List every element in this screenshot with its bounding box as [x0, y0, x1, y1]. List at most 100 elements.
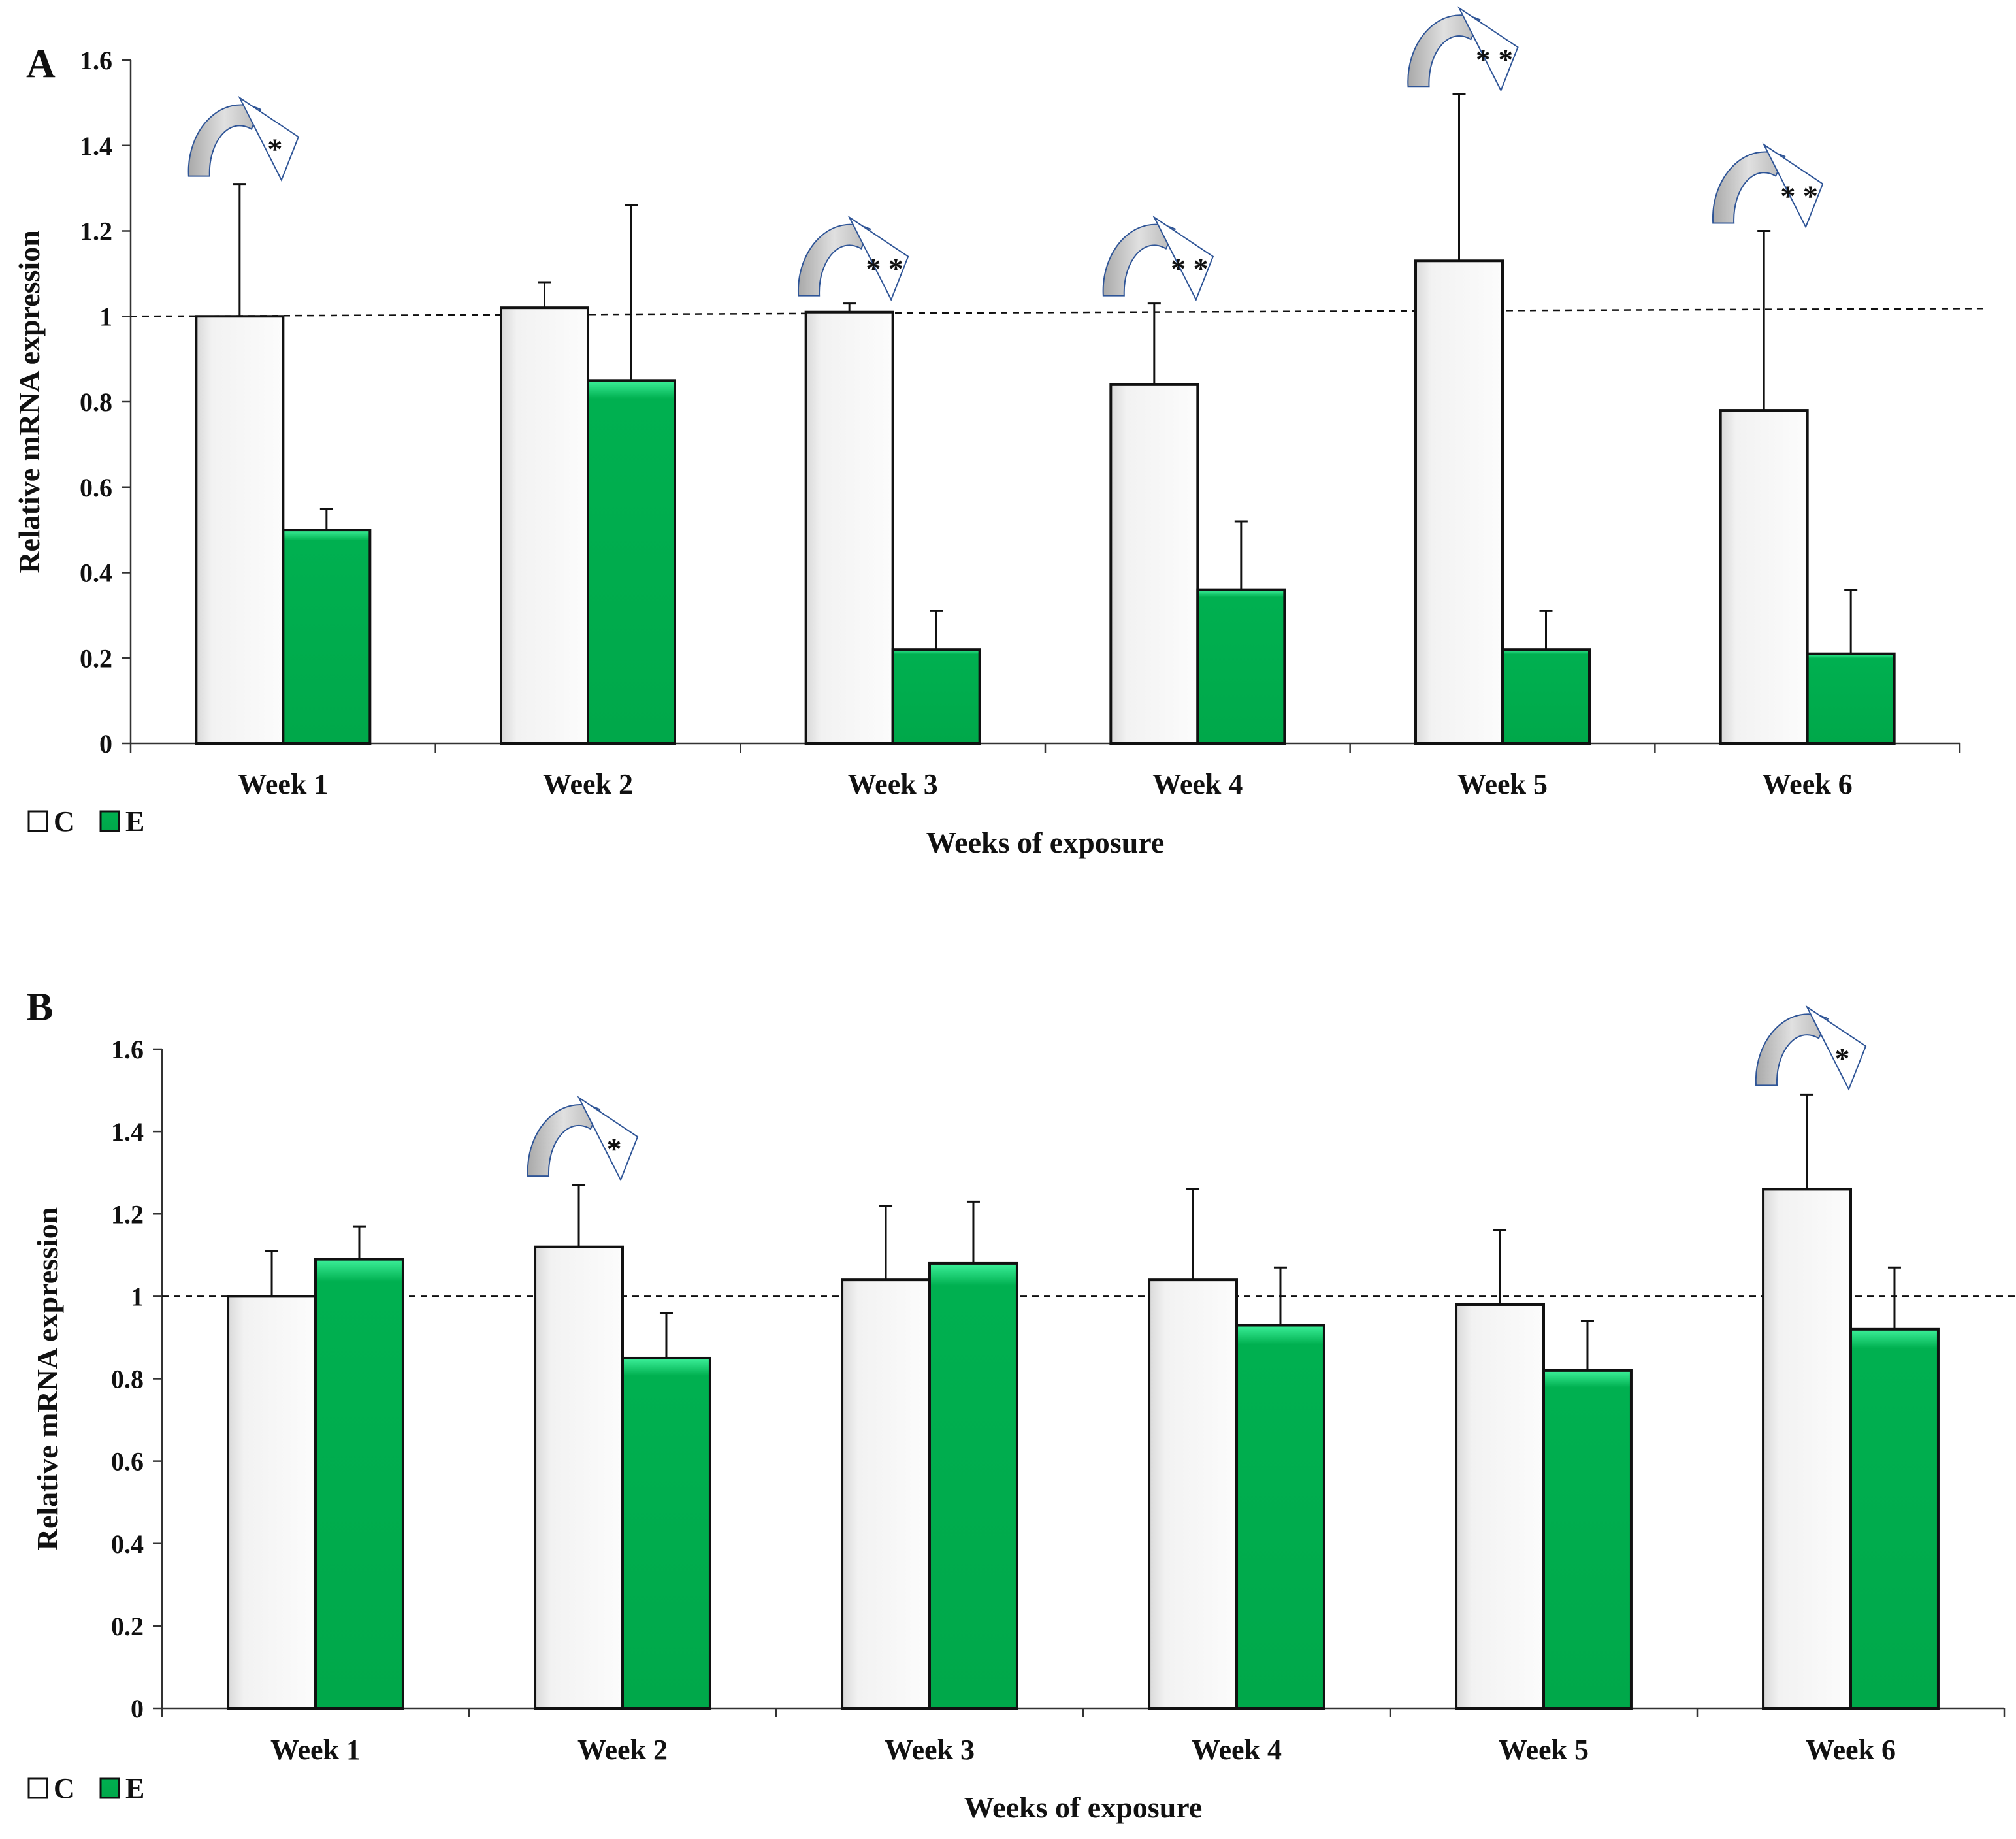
- significance-arrow-shaft: [1407, 14, 1481, 88]
- legend-swatch-e: [99, 1777, 120, 1799]
- legend-label-c: C: [54, 1772, 74, 1804]
- significance-annotation: * *: [798, 215, 909, 302]
- significance-arrow-shaft: [527, 1104, 601, 1177]
- panel-a: A 0 0.2 0.4 0.6 0.8 1 1.2 1.4 1.6 Week 1 * Week 2 Wee…: [12, 6, 1987, 859]
- legend-label-e: E: [125, 806, 144, 838]
- bar-c: [804, 310, 894, 745]
- x-category-label: Week 3: [848, 768, 938, 800]
- significance-annotation: *: [187, 95, 300, 182]
- x-category-label: Week 2: [543, 768, 633, 800]
- bar-e: [282, 529, 372, 745]
- significance-arrow-shaft: [1102, 223, 1177, 297]
- x-category-label: Week 5: [1499, 1734, 1589, 1766]
- significance-arrow-shaft: [1755, 1013, 1829, 1086]
- bar-e: [928, 1261, 1018, 1710]
- bar-e: [1235, 1324, 1325, 1710]
- significance-arrowhead: [1152, 215, 1214, 302]
- bar-c: [1109, 383, 1199, 745]
- y-axis-title: Relative mRNA expression: [31, 1207, 64, 1551]
- significance-arrow-shaft: [187, 104, 262, 177]
- y-tick-label: 1: [131, 1282, 144, 1311]
- significance-mark: *: [607, 1132, 622, 1165]
- y-tick-label: 1.6: [80, 46, 112, 75]
- significance-mark: * *: [1780, 180, 1818, 213]
- significance-arrowhead: [1762, 142, 1824, 229]
- bar-c: [841, 1278, 932, 1710]
- x-category-label: Week 5: [1457, 768, 1548, 800]
- bar-e: [1542, 1369, 1633, 1710]
- bar-e: [1806, 652, 1896, 745]
- significance-arrow-shaft: [798, 223, 871, 297]
- y-tick-label: 1.2: [111, 1199, 144, 1229]
- y-axis-title: Relative mRNA expression: [12, 230, 46, 574]
- legend-label-c: C: [54, 806, 74, 838]
- y-tick-label: 1.4: [111, 1117, 144, 1147]
- x-category-label: Week 1: [270, 1734, 361, 1766]
- y-tick-label: 0: [131, 1694, 144, 1723]
- significance-mark: *: [1835, 1041, 1850, 1075]
- bar-c: [1414, 259, 1504, 745]
- x-category-label: Week 4: [1152, 768, 1243, 800]
- x-category-label: Week 6: [1763, 768, 1853, 800]
- significance-annotation: * *: [1102, 215, 1214, 302]
- bar-e: [1849, 1327, 1940, 1710]
- y-tick-label: 0.8: [80, 387, 112, 417]
- bar-e: [1196, 588, 1286, 745]
- significance-arrowhead: [1805, 1005, 1867, 1091]
- significance-mark: *: [267, 133, 282, 166]
- significance-annotation: *: [527, 1096, 639, 1182]
- y-tick-label: 0.4: [111, 1529, 144, 1559]
- significance-mark: * *: [1476, 42, 1514, 76]
- bar-e: [621, 1356, 711, 1710]
- bar-c: [227, 1295, 317, 1710]
- x-axis-title: Weeks of exposure: [926, 826, 1165, 859]
- y-tick-label: 0.6: [111, 1447, 144, 1476]
- panel-letter: B: [26, 985, 53, 1030]
- significance-mark: * *: [1171, 252, 1209, 285]
- y-tick-label: 1.2: [80, 217, 112, 246]
- panel-b: B 0 0.2 0.4 0.6 0.8 1 1.2 1.4 1.6 Week 1 Week 2 * Wee…: [26, 985, 2016, 1824]
- bar-e: [314, 1258, 404, 1710]
- significance-annotation: * *: [1407, 6, 1519, 92]
- bar-c: [1719, 409, 1809, 745]
- bar-e: [587, 379, 676, 745]
- y-tick-label: 0.8: [111, 1365, 144, 1394]
- bar-c: [1762, 1188, 1853, 1710]
- x-category-label: Week 6: [1806, 1734, 1896, 1766]
- legend-swatch-e: [99, 810, 120, 832]
- y-tick-label: 0.2: [111, 1612, 144, 1641]
- bar-c: [1455, 1303, 1546, 1710]
- x-category-label: Week 1: [238, 768, 328, 800]
- x-axis-title: Weeks of exposure: [964, 1791, 1203, 1824]
- bar-e: [1501, 648, 1591, 745]
- y-tick-label: 0.6: [80, 473, 112, 502]
- significance-arrowhead: [1457, 6, 1519, 92]
- x-category-label: Week 3: [885, 1734, 975, 1766]
- y-tick-label: 1.4: [80, 131, 112, 161]
- significance-arrowhead: [238, 95, 300, 182]
- significance-annotation: *: [1755, 1005, 1867, 1091]
- legend-label-e: E: [125, 1772, 144, 1804]
- y-tick-label: 0.4: [80, 559, 112, 588]
- significance-mark: * *: [866, 252, 903, 285]
- bar-c: [1148, 1278, 1239, 1710]
- reference-line: [130, 308, 1987, 317]
- bar-c: [534, 1245, 624, 1710]
- legend-swatch-c: [27, 810, 48, 832]
- significance-arrowhead: [847, 215, 909, 302]
- legend-swatch-c: [27, 1777, 48, 1799]
- significance-arrow-shaft: [1712, 151, 1786, 224]
- y-tick-label: 0: [99, 729, 112, 758]
- bar-c: [500, 306, 589, 745]
- bar-c: [195, 315, 285, 745]
- bar-e: [891, 648, 981, 745]
- x-category-label: Week 4: [1192, 1734, 1282, 1766]
- x-category-label: Week 2: [577, 1734, 668, 1766]
- y-tick-label: 0.2: [80, 643, 112, 673]
- y-tick-label: 1.6: [111, 1035, 144, 1064]
- significance-annotation: * *: [1712, 142, 1824, 229]
- significance-arrowhead: [577, 1096, 639, 1182]
